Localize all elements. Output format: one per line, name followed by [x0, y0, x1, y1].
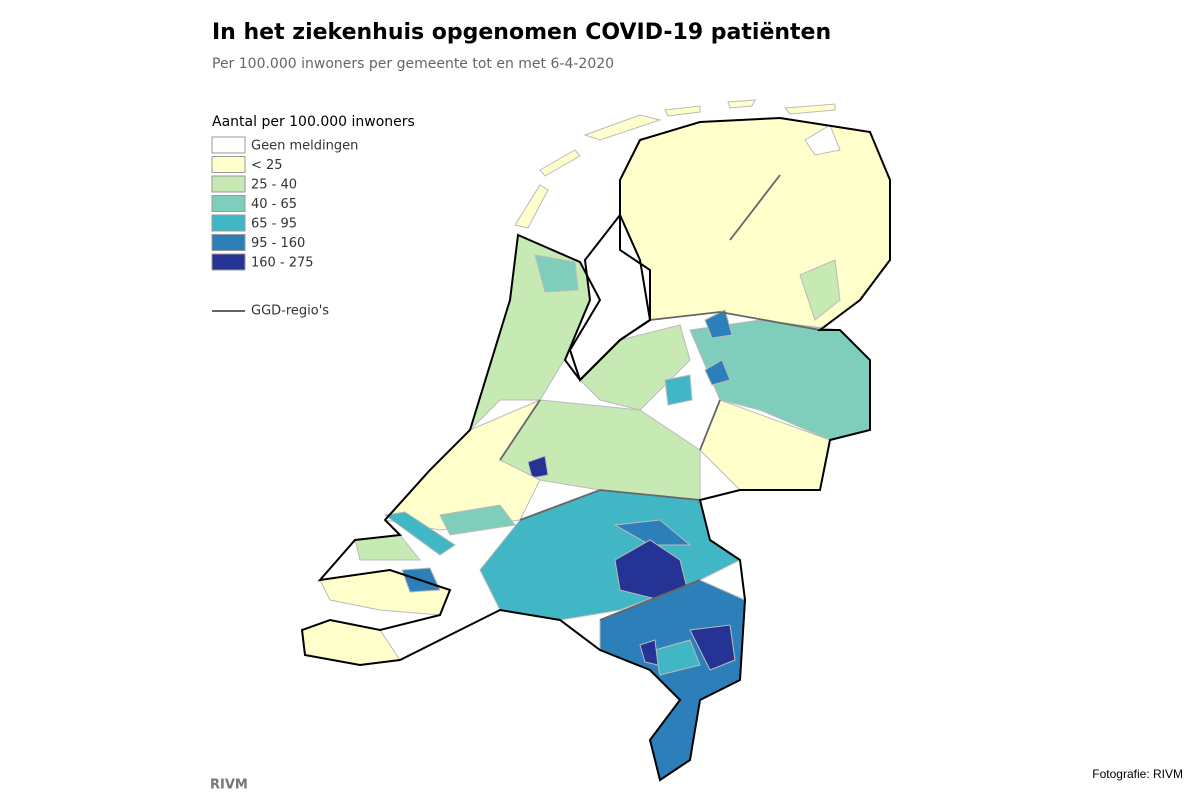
legend-label: 65 - 95 — [251, 217, 297, 232]
legend-swatch — [211, 175, 246, 193]
zeeland — [301, 619, 401, 666]
legend-label: < 25 — [251, 158, 283, 173]
legend-label: 95 - 160 — [251, 236, 305, 251]
island — [727, 99, 756, 109]
area — [704, 359, 731, 386]
legend-swatch — [211, 253, 246, 271]
limburg — [599, 579, 746, 781]
ggd-border — [499, 174, 821, 621]
source: RIVM — [210, 778, 248, 793]
legend-swatch — [211, 214, 246, 232]
area — [613, 519, 692, 546]
area — [534, 254, 579, 293]
no-report-area — [804, 124, 841, 156]
legend-swatch — [211, 156, 246, 173]
title: In het ziekenhuis opgenomen COVID-19 pat… — [212, 20, 831, 45]
island — [539, 149, 581, 177]
area — [704, 309, 733, 339]
island — [664, 105, 701, 117]
legend-line-label: GGD-regio's — [251, 304, 329, 319]
credit: Fotografie: RIVM — [1092, 767, 1183, 781]
legend-swatch — [211, 234, 246, 251]
area — [654, 639, 701, 676]
area — [689, 624, 736, 671]
legend-label: Geen meldingen — [251, 139, 358, 154]
island — [783, 103, 836, 115]
area — [799, 259, 841, 321]
legend-title: Aantal per 100.000 inwoners — [212, 114, 415, 130]
north-region — [619, 117, 891, 331]
subtitle: Per 100.000 inwoners per gemeente tot en… — [212, 56, 614, 72]
legend-label: 25 - 40 — [251, 178, 297, 193]
legend-label: 40 - 65 — [251, 197, 297, 212]
legend: Aantal per 100.000 inwoners GGD-regio's … — [211, 114, 415, 319]
area — [439, 504, 516, 536]
country-outline — [300, 116, 891, 782]
map — [300, 99, 891, 782]
area — [639, 639, 659, 666]
legend-swatch — [211, 136, 246, 154]
legend-swatch — [211, 195, 246, 212]
area — [383, 511, 456, 556]
area — [664, 374, 693, 406]
legend-label: 160 - 275 — [251, 256, 314, 271]
area — [527, 455, 549, 479]
island — [514, 184, 549, 229]
island — [583, 114, 662, 141]
